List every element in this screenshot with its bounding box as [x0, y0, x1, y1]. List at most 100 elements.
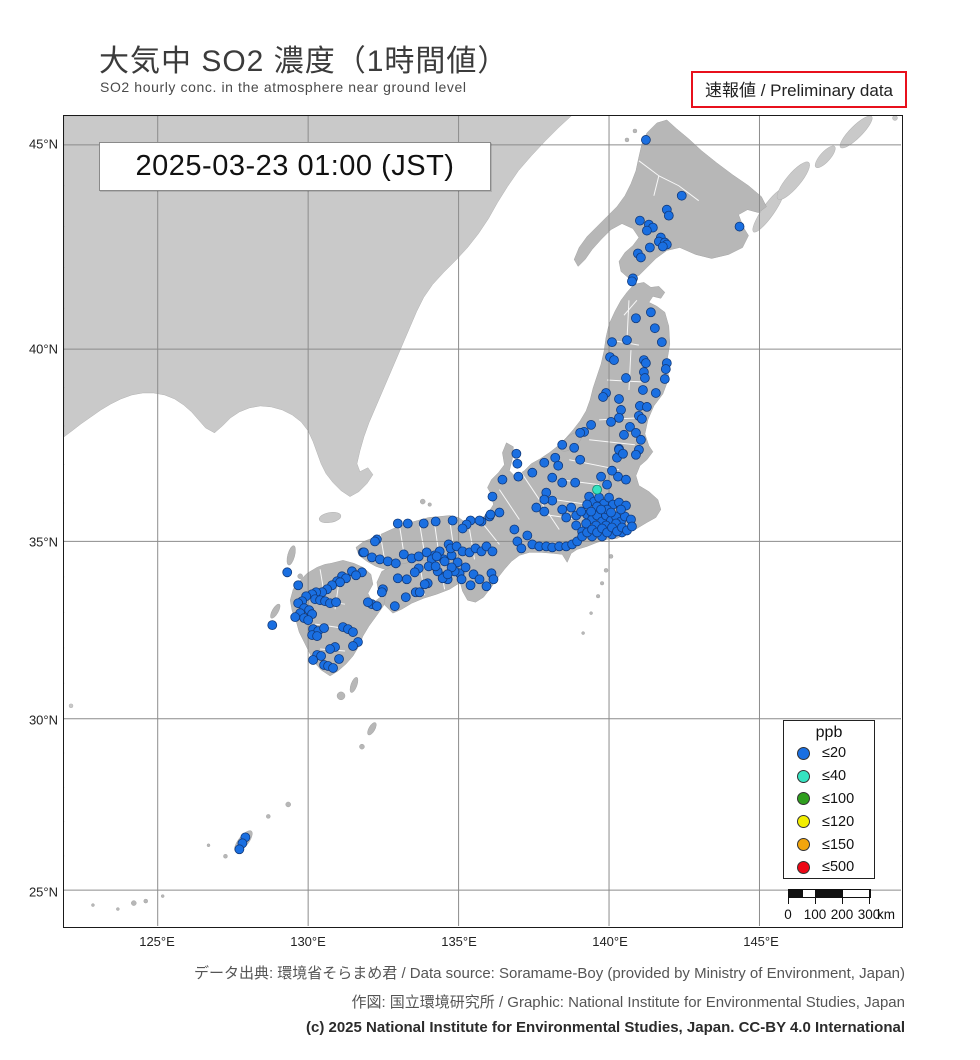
station-dot	[293, 580, 304, 591]
lon-axis-label: 135°E	[441, 934, 477, 949]
station-dot	[596, 471, 606, 482]
legend-item-label: ≤20	[822, 745, 847, 762]
lon-axis-label: 140°E	[592, 934, 628, 949]
station-dot	[614, 394, 624, 404]
legend-item: ≤20	[784, 742, 874, 765]
station-dot	[363, 597, 373, 608]
station-dot	[374, 554, 385, 565]
station-dot	[398, 549, 409, 560]
station-dot	[553, 460, 564, 471]
timestamp-box: 2025-03-23 01:00 (JST)	[99, 142, 491, 191]
station-dot	[234, 844, 245, 855]
continent-landmass	[64, 116, 572, 709]
station-dot	[474, 574, 485, 585]
station-dot	[570, 477, 581, 488]
station-dot	[641, 135, 651, 145]
scale-bar-tick	[842, 889, 843, 904]
station-dot	[400, 592, 411, 603]
station-dot	[644, 242, 655, 253]
station-dot	[376, 587, 387, 598]
station-dot-cyan	[592, 484, 602, 495]
station-dot	[606, 507, 616, 518]
station-dot	[303, 615, 314, 626]
station-dot	[447, 515, 458, 526]
station-dot	[557, 439, 568, 450]
station-dot	[576, 506, 587, 517]
footer-data-source: データ出典: 環境省そらまめ君 / Data source: Soramame-…	[193, 965, 905, 982]
station-dot	[547, 472, 558, 483]
station-dot	[316, 651, 326, 661]
station-dot	[659, 374, 670, 384]
scale-bar: 0 100 200 300 km	[780, 887, 950, 927]
station-dot	[586, 419, 596, 430]
station-dot	[457, 523, 468, 534]
station-dot	[606, 416, 616, 427]
station-dot	[640, 373, 650, 383]
station-dot	[367, 552, 377, 563]
station-dot	[622, 335, 632, 346]
lat-axis-label: 40°N	[28, 341, 58, 357]
scale-bar-label: 100	[803, 907, 827, 922]
station-dot	[614, 413, 624, 423]
station-dot	[418, 518, 429, 529]
station-dot	[460, 562, 471, 573]
station-dot	[487, 546, 498, 557]
station-dot	[348, 641, 358, 651]
station-dot	[607, 337, 617, 348]
station-dot	[649, 323, 660, 334]
scale-bar-tick	[788, 889, 789, 904]
station-dot	[487, 491, 498, 502]
station-dots-layer	[234, 135, 745, 855]
station-dot	[660, 364, 671, 374]
station-dot	[465, 580, 476, 591]
station-dot	[511, 448, 522, 459]
station-dot	[419, 579, 430, 590]
station-dot	[421, 547, 432, 558]
legend-swatch	[797, 838, 810, 852]
station-dot	[609, 355, 619, 365]
station-dot	[512, 458, 523, 469]
station-dot	[575, 454, 586, 465]
footer-copyright: (c) 2025 National Institute for Environm…	[305, 1019, 905, 1036]
station-dot	[621, 373, 631, 383]
station-dot	[663, 210, 674, 221]
station-dot	[637, 413, 647, 424]
station-dot	[575, 427, 586, 438]
lon-axis-label: 130°E	[290, 934, 326, 949]
scale-bar-label: 0	[784, 907, 792, 922]
station-dot	[409, 567, 420, 578]
station-dot	[571, 520, 582, 531]
station-dot	[676, 190, 687, 201]
station-dot	[635, 215, 645, 226]
station-dot	[636, 252, 646, 263]
station-dot	[650, 388, 661, 398]
station-dot	[485, 509, 496, 520]
station-dot	[370, 536, 380, 547]
station-dot	[431, 551, 442, 562]
station-dot	[488, 574, 499, 585]
station-dot	[527, 467, 538, 478]
station-dot	[319, 623, 329, 633]
station-dot	[734, 221, 745, 232]
legend-swatch	[797, 792, 810, 806]
station-dot	[430, 561, 441, 572]
goto-islands	[270, 603, 281, 619]
station-dot	[645, 307, 656, 318]
station-dot	[547, 495, 558, 506]
legend-item: ≤100	[784, 788, 874, 811]
station-dot	[616, 405, 626, 415]
graticule-grid	[64, 116, 901, 926]
legend-swatch	[797, 860, 810, 874]
lat-axis-label: 30°N	[28, 712, 58, 728]
legend-item-label: ≤120	[822, 813, 855, 830]
lat-axis-label: 45°N	[28, 136, 58, 152]
scale-bar-labels: 0 100 200 300	[780, 907, 950, 925]
station-dot	[401, 574, 412, 585]
hokkaido	[573, 119, 767, 279]
station-dot	[616, 504, 626, 515]
station-dot	[631, 313, 641, 324]
station-dot	[389, 601, 400, 612]
station-dot	[539, 457, 550, 468]
station-dot	[586, 506, 596, 517]
